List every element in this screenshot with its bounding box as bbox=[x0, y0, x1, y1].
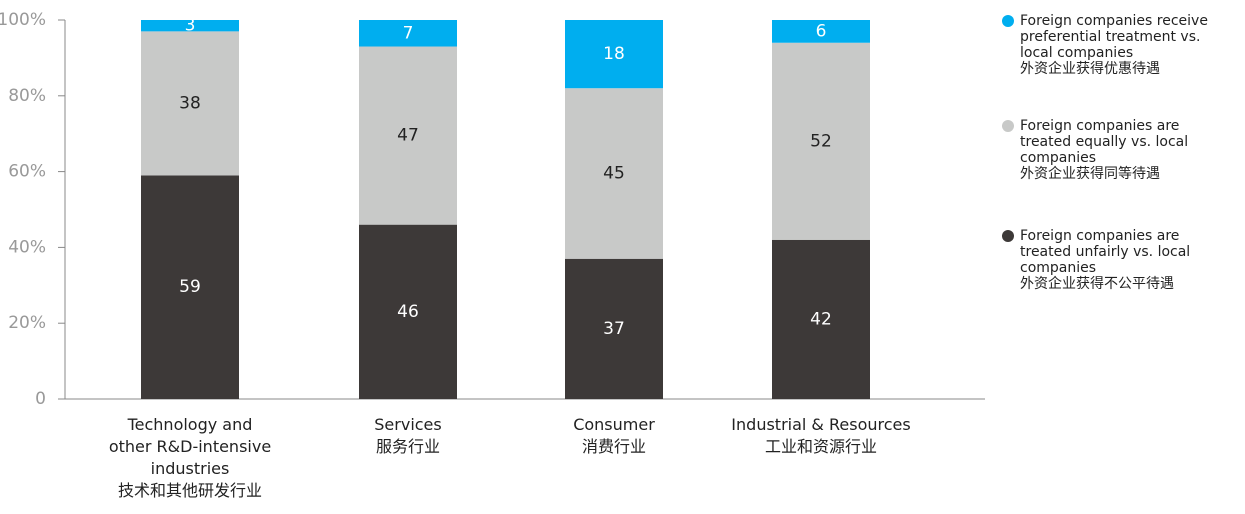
bar-segment bbox=[772, 239, 870, 399]
legend-label: Foreign companies are treated equally vs… bbox=[1020, 118, 1189, 182]
bar-segment bbox=[141, 20, 239, 32]
bar-segment bbox=[141, 175, 239, 399]
y-tick-label: 0 bbox=[35, 389, 46, 409]
bar-segment bbox=[359, 46, 457, 225]
bar-segment bbox=[141, 31, 239, 176]
x-tick-label: Consumer 消费行业 bbox=[573, 415, 655, 456]
value-label: 42 bbox=[810, 309, 832, 329]
legend-swatch bbox=[1002, 120, 1014, 132]
y-tick-label: 60% bbox=[8, 162, 46, 182]
value-label: 52 bbox=[810, 131, 832, 151]
legend-swatch bbox=[1002, 15, 1014, 27]
x-tick-label: Industrial & Resources 工业和资源行业 bbox=[731, 415, 911, 456]
value-label: 6 bbox=[816, 21, 827, 41]
y-tick-label: 80% bbox=[8, 86, 46, 106]
value-label: 38 bbox=[179, 93, 201, 113]
y-tick-label: 20% bbox=[8, 313, 46, 333]
bar-segment bbox=[772, 20, 870, 43]
value-label: 18 bbox=[603, 44, 625, 64]
x-tick-label: Services 服务行业 bbox=[374, 415, 442, 456]
bar-segment bbox=[359, 20, 457, 47]
y-tick-label: 40% bbox=[8, 237, 46, 257]
bar-segment bbox=[565, 20, 663, 89]
y-tick-label: 100% bbox=[0, 10, 46, 30]
legend-label: Foreign companies are treated unfairly v… bbox=[1020, 228, 1191, 292]
bar-segment bbox=[565, 88, 663, 259]
value-label: 47 bbox=[397, 126, 419, 146]
value-label: 7 bbox=[403, 23, 414, 43]
bar-segment bbox=[772, 42, 870, 240]
legend-label: Foreign companies receive preferential t… bbox=[1020, 13, 1208, 77]
value-label: 3 bbox=[185, 16, 196, 36]
bar-segment bbox=[359, 224, 457, 399]
value-label: 46 bbox=[397, 302, 419, 322]
bar-segment bbox=[565, 258, 663, 399]
value-label: 37 bbox=[603, 319, 625, 339]
legend-swatch bbox=[1002, 230, 1014, 242]
value-label: 45 bbox=[603, 163, 625, 183]
x-tick-label: Technology and other R&D-intensive indus… bbox=[108, 415, 272, 500]
value-label: 59 bbox=[179, 277, 201, 297]
